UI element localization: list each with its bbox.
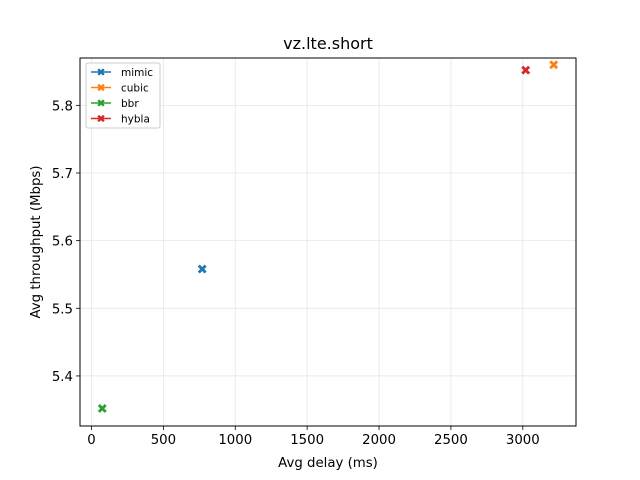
plot-area-frame: [79, 57, 577, 427]
y-tick-label: 5.6: [52, 235, 73, 250]
data-points: [97, 60, 559, 413]
legend-label-bbr: bbr: [121, 98, 139, 110]
legend-label-hybla: hybla: [121, 114, 150, 126]
y-tick-label: 5.4: [52, 370, 73, 385]
data-point-bbr: [97, 403, 107, 413]
x-tick-label: 2500: [434, 433, 468, 448]
legend-label-mimic: mimic: [121, 67, 153, 79]
y-tick-label: 5.7: [52, 167, 73, 182]
x-tick-label: 3000: [506, 433, 540, 448]
data-point-mimic: [197, 264, 207, 274]
x-tick-label: 1500: [290, 433, 324, 448]
legend-marker-cubic: [97, 83, 105, 92]
x-tick-label: 2000: [362, 433, 396, 448]
data-point-hybla: [521, 65, 531, 75]
y-tick-label: 5.8: [52, 99, 73, 114]
data-point-cubic: [549, 60, 559, 70]
legend-marker-hybla: [97, 114, 105, 123]
legend-marker-mimic: [97, 68, 105, 76]
y-axis-title: Avg throughput (Mbps): [29, 165, 44, 318]
axis-ticks: 0 500 1000 1500 2000 2500 3000 5.4 5.5 5.6 5.7 5.8: [52, 99, 540, 448]
grid: [80, 58, 576, 426]
legend-label-cubic: cubic: [121, 83, 149, 95]
x-tick-label: 0: [87, 433, 95, 448]
x-tick-label: 500: [151, 433, 176, 448]
legend: mimic cubic bbr hybla: [85, 62, 161, 129]
y-tick-label: 5.5: [52, 302, 73, 317]
chart-title: vz.lte.short: [283, 34, 373, 53]
legend-marker-bbr: [97, 99, 105, 107]
legend-box: [85, 62, 161, 129]
x-tick-label: 1000: [218, 433, 252, 448]
x-axis-title: Avg delay (ms): [278, 456, 378, 471]
